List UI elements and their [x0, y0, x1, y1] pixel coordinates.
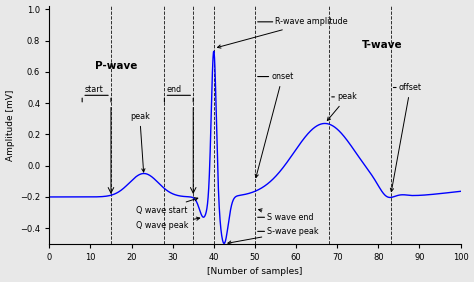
Text: peak: peak: [130, 112, 150, 172]
Text: S wave end: S wave end: [259, 209, 314, 222]
Y-axis label: Amplitude [mV]: Amplitude [mV]: [6, 89, 15, 161]
Text: Q wave peak: Q wave peak: [136, 217, 200, 230]
Text: onset: onset: [255, 72, 293, 178]
Text: S-wave peak: S-wave peak: [228, 227, 319, 244]
Text: Q wave start: Q wave start: [136, 198, 198, 215]
Text: end: end: [166, 85, 182, 94]
Text: start: start: [84, 85, 103, 94]
Text: offset: offset: [390, 83, 422, 191]
Text: T-wave: T-wave: [362, 40, 402, 50]
X-axis label: [Number of samples]: [Number of samples]: [207, 267, 302, 276]
Text: R-wave amplitude: R-wave amplitude: [218, 17, 348, 48]
Text: peak: peak: [328, 92, 357, 120]
Text: P-wave: P-wave: [94, 61, 137, 71]
